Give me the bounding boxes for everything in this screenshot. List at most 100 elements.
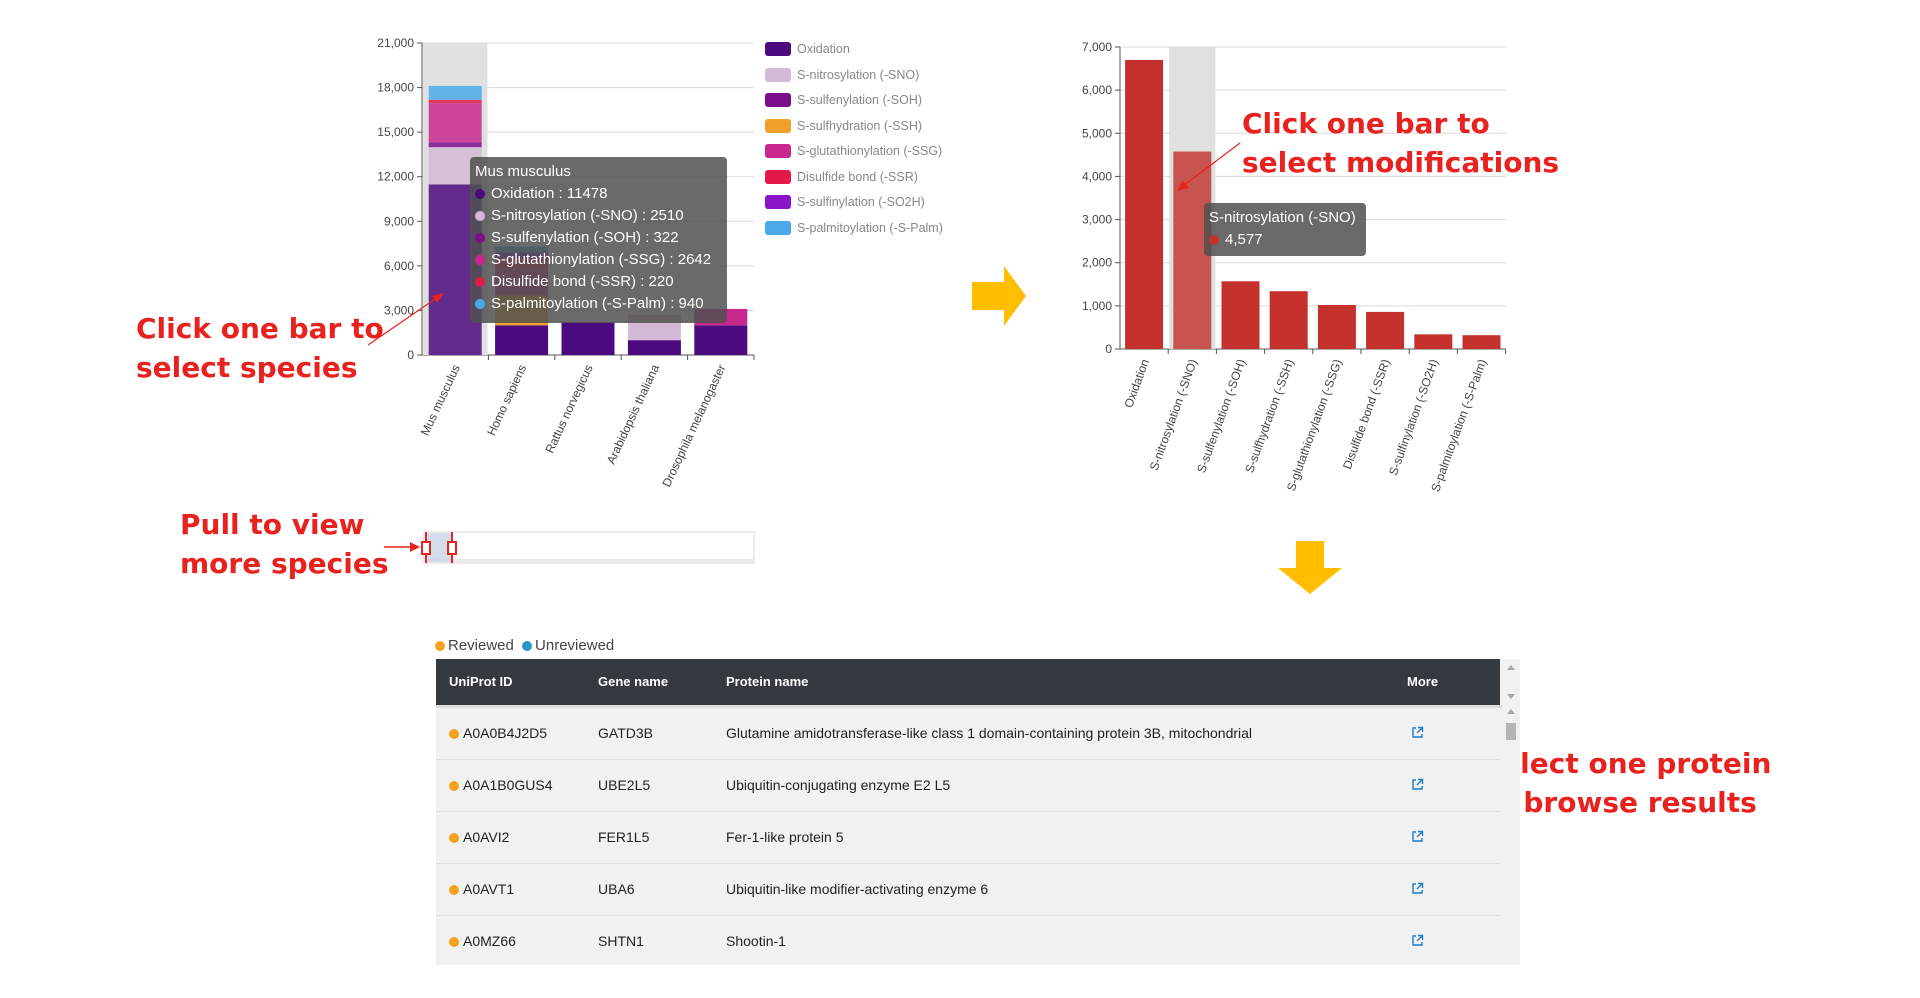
reviewed-label: Reviewed — [448, 637, 514, 654]
table-row[interactable]: A0MZ66 SHTN1 Shootin-1 — [436, 916, 1500, 965]
external-link-icon[interactable] — [1411, 864, 1424, 915]
legend-item[interactable]: S-sulfinylation (-SO2H) — [765, 192, 925, 212]
legend-label: Oxidation — [797, 42, 850, 56]
bar[interactable] — [1317, 304, 1356, 349]
header-gene-name[interactable]: Gene name — [598, 674, 669, 689]
uniprot-id-cell[interactable]: A0A0B4J2D5 — [449, 708, 547, 759]
header-uniprot-id[interactable]: UniProt ID — [449, 674, 513, 689]
pointer-arrow-pull — [384, 542, 420, 552]
modification-chart-bars[interactable] — [1125, 59, 1501, 349]
gene-name-cell: GATD3B — [598, 725, 653, 741]
bar[interactable] — [1269, 291, 1308, 349]
species-tooltip: Mus musculus Oxidation : 11478 S-nitrosyl… — [470, 157, 727, 323]
y-tick-label: 1,000 — [1082, 299, 1112, 313]
legend-item[interactable]: S-nitrosylation (-SNO) — [765, 65, 919, 85]
species-chart-x-ticks: Mus musculus Homo sapiens Rattus norvegicu… — [418, 355, 755, 489]
bar[interactable] — [1414, 334, 1453, 349]
header-protein-name[interactable]: Protein name — [726, 674, 809, 689]
bar-segment[interactable] — [627, 340, 681, 355]
legend-swatch — [765, 195, 791, 209]
review-status-dot-icon — [449, 781, 459, 791]
flow-arrow-down — [1278, 541, 1342, 594]
external-link-icon[interactable] — [1411, 708, 1424, 759]
uniprot-id-cell[interactable]: A0A1B0GUS4 — [449, 760, 553, 811]
table-body: A0A0B4J2D5 GATD3B Glutamine amidotransfera… — [436, 705, 1520, 965]
legend-label: S-glutathionylation (-SSG) — [797, 144, 943, 158]
y-tick-label: 15,000 — [377, 125, 414, 139]
bar[interactable] — [1125, 59, 1164, 349]
protein-name-cell: Ubiquitin-like modifier-activating enzym… — [726, 881, 989, 897]
bar-segment[interactable] — [428, 142, 482, 148]
legend-swatch — [765, 93, 791, 107]
modification-tooltip-title: S-nitrosylation (-SNO) — [1209, 209, 1356, 226]
external-link-icon[interactable] — [1411, 916, 1424, 965]
legend-item[interactable]: S-sulfhydration (-SSH) — [765, 116, 922, 136]
bar-segment[interactable] — [495, 325, 549, 355]
zoom-handle-right[interactable] — [447, 532, 457, 563]
bar-segment[interactable] — [428, 85, 482, 100]
legend-item[interactable]: S-sulfenylation (-SOH) — [765, 90, 922, 110]
series-marker-icon — [475, 299, 485, 309]
bar-segment[interactable] — [428, 103, 482, 143]
unreviewed-label: Unreviewed — [535, 637, 615, 654]
protein-table: UniProt ID Gene name Protein name More A… — [436, 659, 1520, 965]
x-tick-label: Disulfide bond (-SSR) — [1340, 357, 1393, 471]
x-tick-label: Homo sapiens — [484, 362, 529, 437]
legend-label: Disulfide bond (-SSR) — [797, 169, 918, 184]
y-tick-label: 6,000 — [384, 259, 414, 273]
legend-item[interactable]: S-glutathionylation (-SSG) — [765, 141, 942, 161]
legend-label: S-nitrosylation (-SNO) — [797, 67, 920, 82]
bar[interactable] — [1221, 281, 1260, 349]
reviewed-dot-icon — [435, 641, 445, 651]
external-link-icon[interactable] — [1411, 812, 1424, 863]
tooltip-row-label: S-glutathionylation (-SSG) : 2642 — [491, 251, 712, 268]
table-row[interactable]: A0A0B4J2D5 GATD3B Glutamine amidotransfera… — [436, 708, 1500, 760]
y-tick-label: 2,000 — [1082, 256, 1112, 270]
pointer-arrow-species — [367, 293, 444, 346]
legend-item[interactable]: Disulfide bond (-SSR) — [765, 167, 918, 187]
table-row[interactable]: A0AVI2 FER1L5 Fer-1-like protein 5 — [436, 812, 1500, 864]
protein-name-cell: Glutamine amidotransferase-like class 1 … — [726, 725, 1253, 741]
bar-segment[interactable] — [561, 322, 615, 355]
x-tick-label: Drosophila melanogaster — [659, 362, 728, 489]
uniprot-id-cell[interactable]: A0MZ66 — [449, 916, 516, 965]
x-tick-label: Arabidopsis thaliana — [604, 362, 662, 466]
bar-segment[interactable] — [428, 99, 482, 104]
bar-segment[interactable] — [694, 325, 748, 355]
gene-name-cell: UBA6 — [598, 881, 635, 897]
tooltip-row: S-sulfenylation (-SOH) : 322 — [475, 227, 727, 249]
annotation-select-protein: Select one protein to browse results — [1481, 747, 1772, 819]
table-row[interactable]: A0AVT1 UBA6 Ubiquitin-like modifier-activa… — [436, 864, 1500, 916]
series-marker-icon — [475, 189, 485, 199]
legend-item[interactable]: S-palmitoylation (-S-Palm) — [765, 218, 943, 238]
y-tick-label: 12,000 — [377, 170, 414, 184]
tooltip-row-label: Disulfide bond (-SSR) : 220 — [491, 273, 674, 290]
series-marker-icon — [475, 255, 485, 265]
review-status-dot-icon — [449, 937, 459, 947]
bar[interactable] — [1366, 311, 1405, 349]
bar[interactable] — [1462, 335, 1501, 349]
pointer-arrow-modifications — [1177, 142, 1241, 191]
legend-item[interactable]: Oxidation — [765, 39, 850, 59]
table-scrollbar[interactable] — [1502, 659, 1520, 965]
legend-label: S-sulfenylation (-SOH) — [797, 93, 923, 107]
annotation-pull-species: Pull to view more species — [180, 508, 389, 580]
species-zoom-slider[interactable] — [421, 531, 755, 564]
external-link-icon[interactable] — [1411, 760, 1424, 811]
unreviewed-dot-icon — [522, 641, 533, 651]
gene-name-cell: FER1L5 — [598, 829, 650, 845]
gene-name-cell: UBE2L5 — [598, 777, 651, 793]
tooltip-row-label: S-palmitoylation (-S-Palm) : 940 — [491, 295, 704, 312]
uniprot-id-cell[interactable]: A0AVI2 — [449, 812, 509, 863]
series-marker-icon — [475, 211, 485, 221]
table-row[interactable]: A0A1B0GUS4 UBE2L5 Ubiquitin-conjugating en… — [436, 760, 1500, 812]
series-marker-icon — [475, 233, 485, 243]
x-tick-label: S-sulfhydration (-SSH) — [1242, 357, 1296, 475]
header-more: More — [1407, 674, 1439, 689]
zoom-handle-left[interactable] — [421, 532, 431, 563]
review-status-dot-icon — [449, 833, 459, 843]
x-tick-label: S-sulfinylation (-SO2H) — [1386, 357, 1441, 477]
uniprot-id-cell[interactable]: A0AVT1 — [449, 864, 514, 915]
x-tick-label: S-nitrosylation (-SNO) — [1147, 357, 1200, 472]
